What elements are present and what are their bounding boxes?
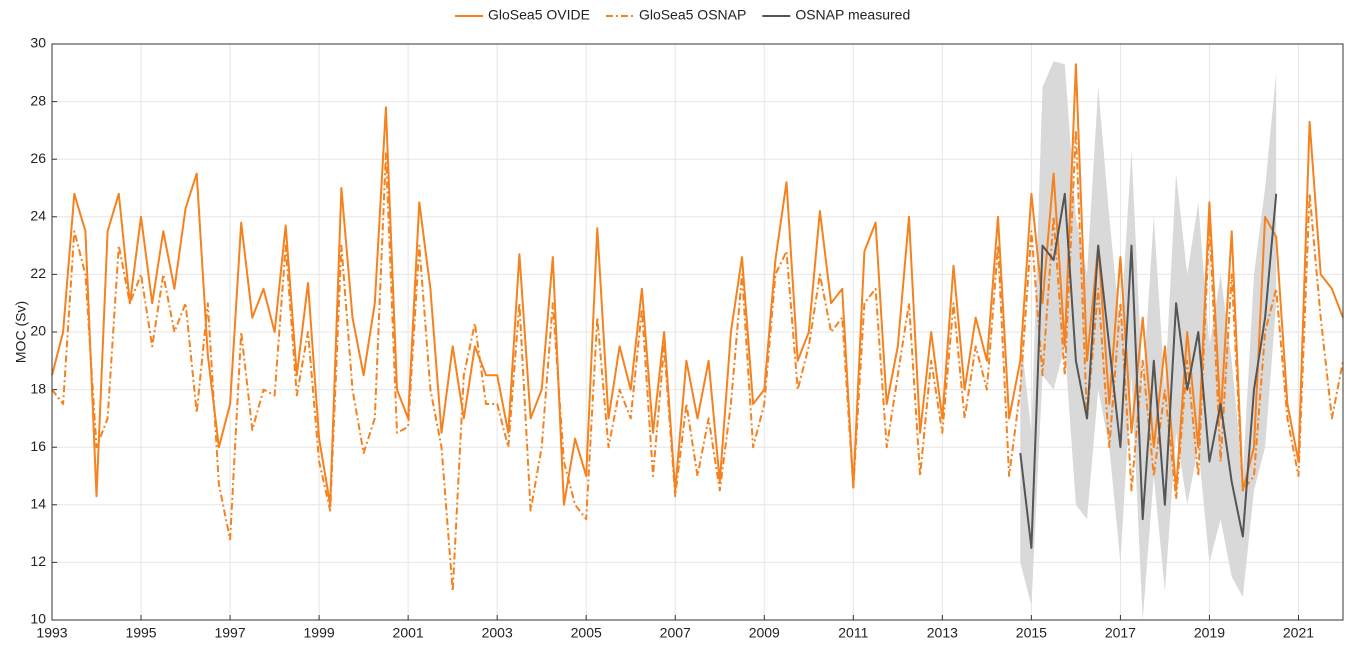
- x-tick-label: 2011: [838, 625, 868, 641]
- y-axis-label: MOC (Sv): [13, 301, 29, 363]
- y-tick-label: 16: [30, 438, 46, 454]
- x-tick-label: 1993: [36, 625, 67, 641]
- y-tick-label: 10: [30, 611, 46, 627]
- x-tick-label: 1995: [125, 625, 156, 641]
- x-tick-label: 2005: [571, 625, 602, 641]
- y-tick-label: 14: [30, 496, 46, 512]
- x-tick-label: 2019: [1194, 625, 1225, 641]
- series-line: [1019, 192, 1278, 549]
- x-tick-label: 2021: [1283, 625, 1314, 641]
- x-tick-label: 2007: [660, 625, 691, 641]
- x-tick-label: 2001: [393, 625, 424, 641]
- x-tick-label: 2003: [482, 625, 513, 641]
- y-tick-label: 24: [30, 208, 46, 224]
- x-tick-label: 1997: [214, 625, 245, 641]
- x-tick-label: 2009: [749, 625, 780, 641]
- x-tick-label: 2015: [1016, 625, 1047, 641]
- plot-frame: [51, 43, 1344, 621]
- legend-label: GloSea5 OVIDE: [488, 7, 590, 23]
- series-line: [51, 129, 1344, 593]
- x-tick-label: 2017: [1105, 625, 1136, 641]
- y-tick-label: 22: [30, 265, 46, 281]
- uncertainty-band: [1020, 61, 1277, 621]
- y-tick-label: 12: [30, 553, 46, 569]
- legend-label: GloSea5 OSNAP: [639, 7, 746, 23]
- x-tick-label: 2013: [927, 625, 958, 641]
- x-tick-label: 1999: [304, 625, 335, 641]
- y-tick-label: 18: [30, 380, 46, 396]
- y-tick-label: 26: [30, 150, 46, 166]
- y-tick-label: 30: [30, 35, 46, 51]
- y-tick-label: 28: [30, 92, 46, 108]
- series-line: [51, 63, 1344, 506]
- legend-label: OSNAP measured: [795, 7, 910, 23]
- y-tick-label: 20: [30, 323, 46, 339]
